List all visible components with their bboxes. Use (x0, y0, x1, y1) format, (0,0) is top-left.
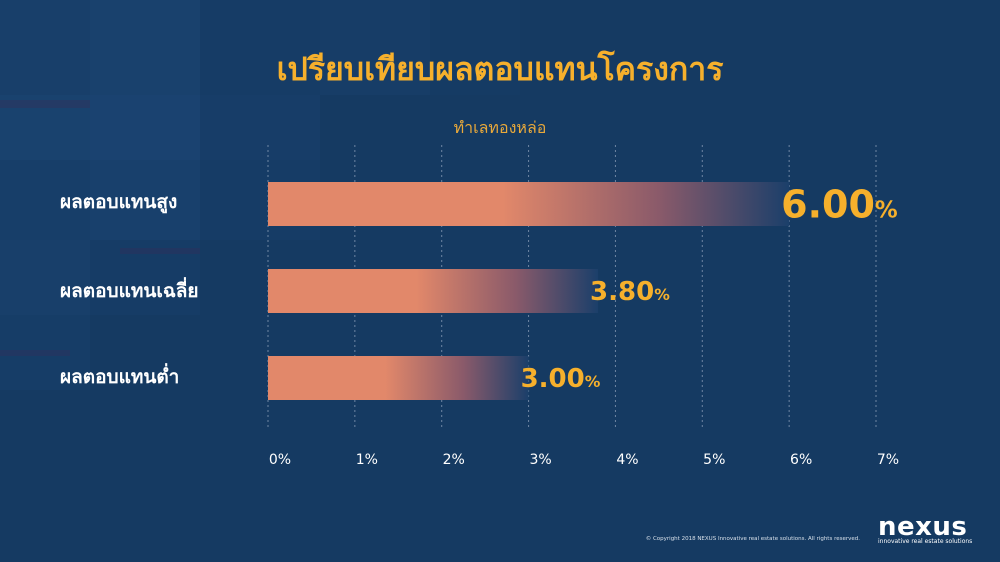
x-tick-label: 7% (877, 452, 899, 468)
x-tick-label: 5% (703, 452, 725, 468)
x-tick-label: 0% (269, 452, 291, 468)
x-tick-label: 1% (356, 452, 378, 468)
category-label-high: ผลตอบแทนสูง (60, 191, 178, 213)
nexus-logo: nexus innovative real estate solutions (878, 514, 978, 545)
bar-value-label: 6.00% (781, 182, 898, 226)
logo-tagline: innovative real estate solutions (878, 538, 973, 545)
bar (268, 356, 529, 400)
bar (268, 182, 790, 226)
category-label-low: ผลตอบแทนต่ำ (60, 366, 180, 388)
x-tick-label: 6% (790, 452, 812, 468)
logo-wordmark: nexus (878, 512, 968, 542)
bar-value-label: 3.80% (590, 277, 670, 307)
chart-subtitle: ทำเลทองหล่อ (453, 118, 547, 137)
x-tick-label: 4% (616, 452, 638, 468)
bar (268, 269, 599, 313)
x-tick-label: 2% (443, 452, 465, 468)
category-label-average: ผลตอบแทนเฉลี่ย (60, 280, 199, 302)
copyright-text: © Copyright 2018 NEXUS Innovative real e… (645, 536, 860, 542)
bar-value-label: 3.00% (521, 364, 601, 394)
chart-title: เปรียบเทียบผลตอบแทนโครงการ (276, 50, 724, 88)
x-tick-label: 3% (529, 452, 551, 468)
